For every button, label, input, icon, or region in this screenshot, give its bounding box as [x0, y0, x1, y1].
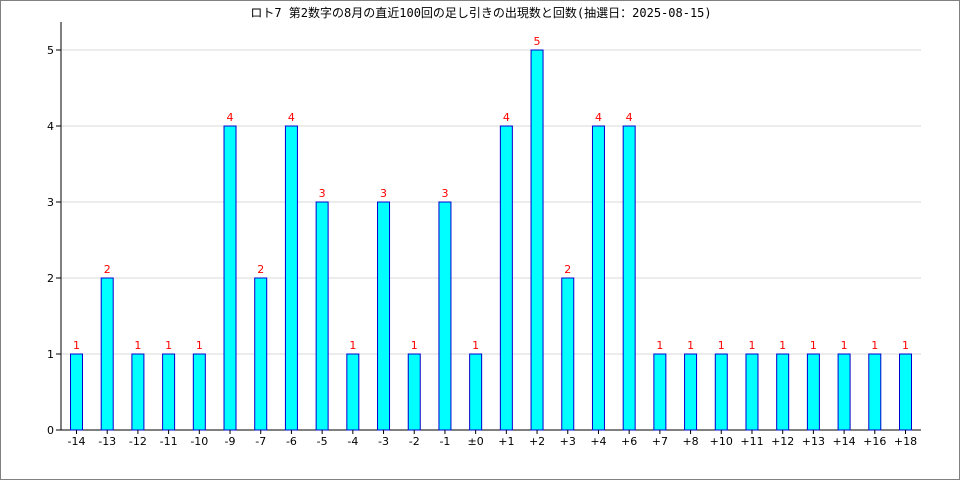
bar [684, 353, 698, 431]
x-tick-label: +14 [832, 435, 855, 448]
bar [745, 353, 759, 431]
data-label: 1 [134, 339, 141, 352]
bar [100, 277, 114, 431]
chart-title: ロト7 第2数字の8月の直近100回の足し引きの出現数と回数(抽選日：2025-… [250, 6, 712, 20]
x-tick-label: +4 [590, 435, 606, 448]
x-tick-label: -4 [347, 435, 358, 448]
x-tick-label: -9 [225, 435, 236, 448]
data-label: 1 [779, 339, 786, 352]
data-label: 1 [349, 339, 356, 352]
data-label: 1 [73, 339, 80, 352]
y-tick-label: 5 [47, 44, 54, 57]
bar [254, 277, 268, 431]
x-tick-label: +7 [652, 435, 668, 448]
bar [499, 125, 513, 431]
data-label: 1 [718, 339, 725, 352]
x-tick-label: +6 [621, 435, 637, 448]
bar [346, 353, 360, 431]
x-tick-label: -13 [98, 435, 116, 448]
bar [131, 353, 145, 431]
bar [438, 201, 452, 431]
bar [591, 125, 605, 431]
data-label: 3 [319, 187, 326, 200]
data-label: 4 [503, 111, 510, 124]
data-label: 4 [227, 111, 234, 124]
bar [223, 125, 237, 431]
data-label: 1 [196, 339, 203, 352]
x-tick-label: -7 [255, 435, 266, 448]
data-label: 1 [748, 339, 755, 352]
bar [469, 353, 483, 431]
bar [806, 353, 820, 431]
x-tick-label: +10 [710, 435, 733, 448]
bar [622, 125, 636, 431]
data-label: 2 [104, 263, 111, 276]
y-tick-label: 2 [47, 272, 54, 285]
x-tick-label: -1 [439, 435, 450, 448]
x-tick-label: -2 [409, 435, 420, 448]
data-label: 5 [534, 35, 541, 48]
data-label: 1 [871, 339, 878, 352]
x-tick-label: +2 [529, 435, 545, 448]
data-label: 4 [595, 111, 602, 124]
x-tick-label: +12 [771, 435, 794, 448]
x-tick-label: +16 [863, 435, 886, 448]
data-label: 1 [810, 339, 817, 352]
data-label: 3 [441, 187, 448, 200]
x-tick-label: -14 [68, 435, 86, 448]
bar [407, 353, 421, 431]
x-tick-label: +8 [682, 435, 698, 448]
bar [653, 353, 667, 431]
x-tick-label: -10 [190, 435, 208, 448]
y-tick-label: 0 [47, 424, 54, 437]
bar [315, 201, 329, 431]
bar [899, 353, 912, 431]
bar [837, 353, 851, 431]
bar [561, 277, 575, 431]
x-tick-label: -6 [286, 435, 297, 448]
x-tick-label: -5 [317, 435, 328, 448]
y-tick-label: 1 [47, 348, 54, 361]
data-label: 1 [656, 339, 663, 352]
bar [192, 353, 206, 431]
bar [377, 201, 391, 431]
data-label: 1 [902, 339, 909, 352]
data-label: 1 [411, 339, 418, 352]
data-label: 1 [165, 339, 172, 352]
x-tick-label: +18 [894, 435, 917, 448]
bar [284, 125, 298, 431]
bar [714, 353, 728, 431]
x-tick-label: +11 [740, 435, 763, 448]
x-tick-label: +1 [498, 435, 514, 448]
bar [530, 49, 544, 431]
y-tick-label: 4 [47, 120, 54, 133]
x-tick-label: +13 [802, 435, 825, 448]
data-label: 1 [841, 339, 848, 352]
bar [70, 353, 83, 431]
data-label: 1 [472, 339, 479, 352]
data-label: 3 [380, 187, 387, 200]
x-tick-label: -12 [129, 435, 147, 448]
data-label: 1 [687, 339, 694, 352]
bar [162, 353, 176, 431]
x-tick-label: -11 [160, 435, 178, 448]
y-tick-label: 3 [47, 196, 54, 209]
x-tick-label: -3 [378, 435, 389, 448]
data-label: 2 [257, 263, 264, 276]
bar [776, 353, 790, 431]
x-tick-label: +3 [560, 435, 576, 448]
bar [868, 353, 882, 431]
data-label: 4 [288, 111, 295, 124]
data-label: 4 [626, 111, 633, 124]
data-label: 2 [564, 263, 571, 276]
x-tick-label: ±0 [468, 435, 484, 448]
